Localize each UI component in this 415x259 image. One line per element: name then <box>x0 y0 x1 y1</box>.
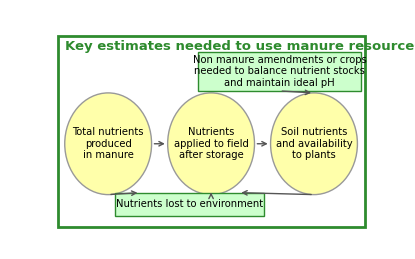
FancyBboxPatch shape <box>115 193 264 215</box>
Text: Non manure amendments or crops
needed to balance nutrient stocks
and maintain id: Non manure amendments or crops needed to… <box>193 55 366 88</box>
Ellipse shape <box>271 93 357 195</box>
Text: Nutrients lost to environment: Nutrients lost to environment <box>116 199 263 209</box>
Text: Nutrients
applied to field
after storage: Nutrients applied to field after storage <box>173 127 249 160</box>
Text: Soil nutrients
and availability
to plants: Soil nutrients and availability to plant… <box>276 127 352 160</box>
Text: Key estimates needed to use manure resources effectively: Key estimates needed to use manure resou… <box>65 40 415 53</box>
Ellipse shape <box>65 93 151 195</box>
FancyBboxPatch shape <box>198 52 361 91</box>
Ellipse shape <box>168 93 254 195</box>
Text: Total nutrients
produced
in manure: Total nutrients produced in manure <box>72 127 144 160</box>
